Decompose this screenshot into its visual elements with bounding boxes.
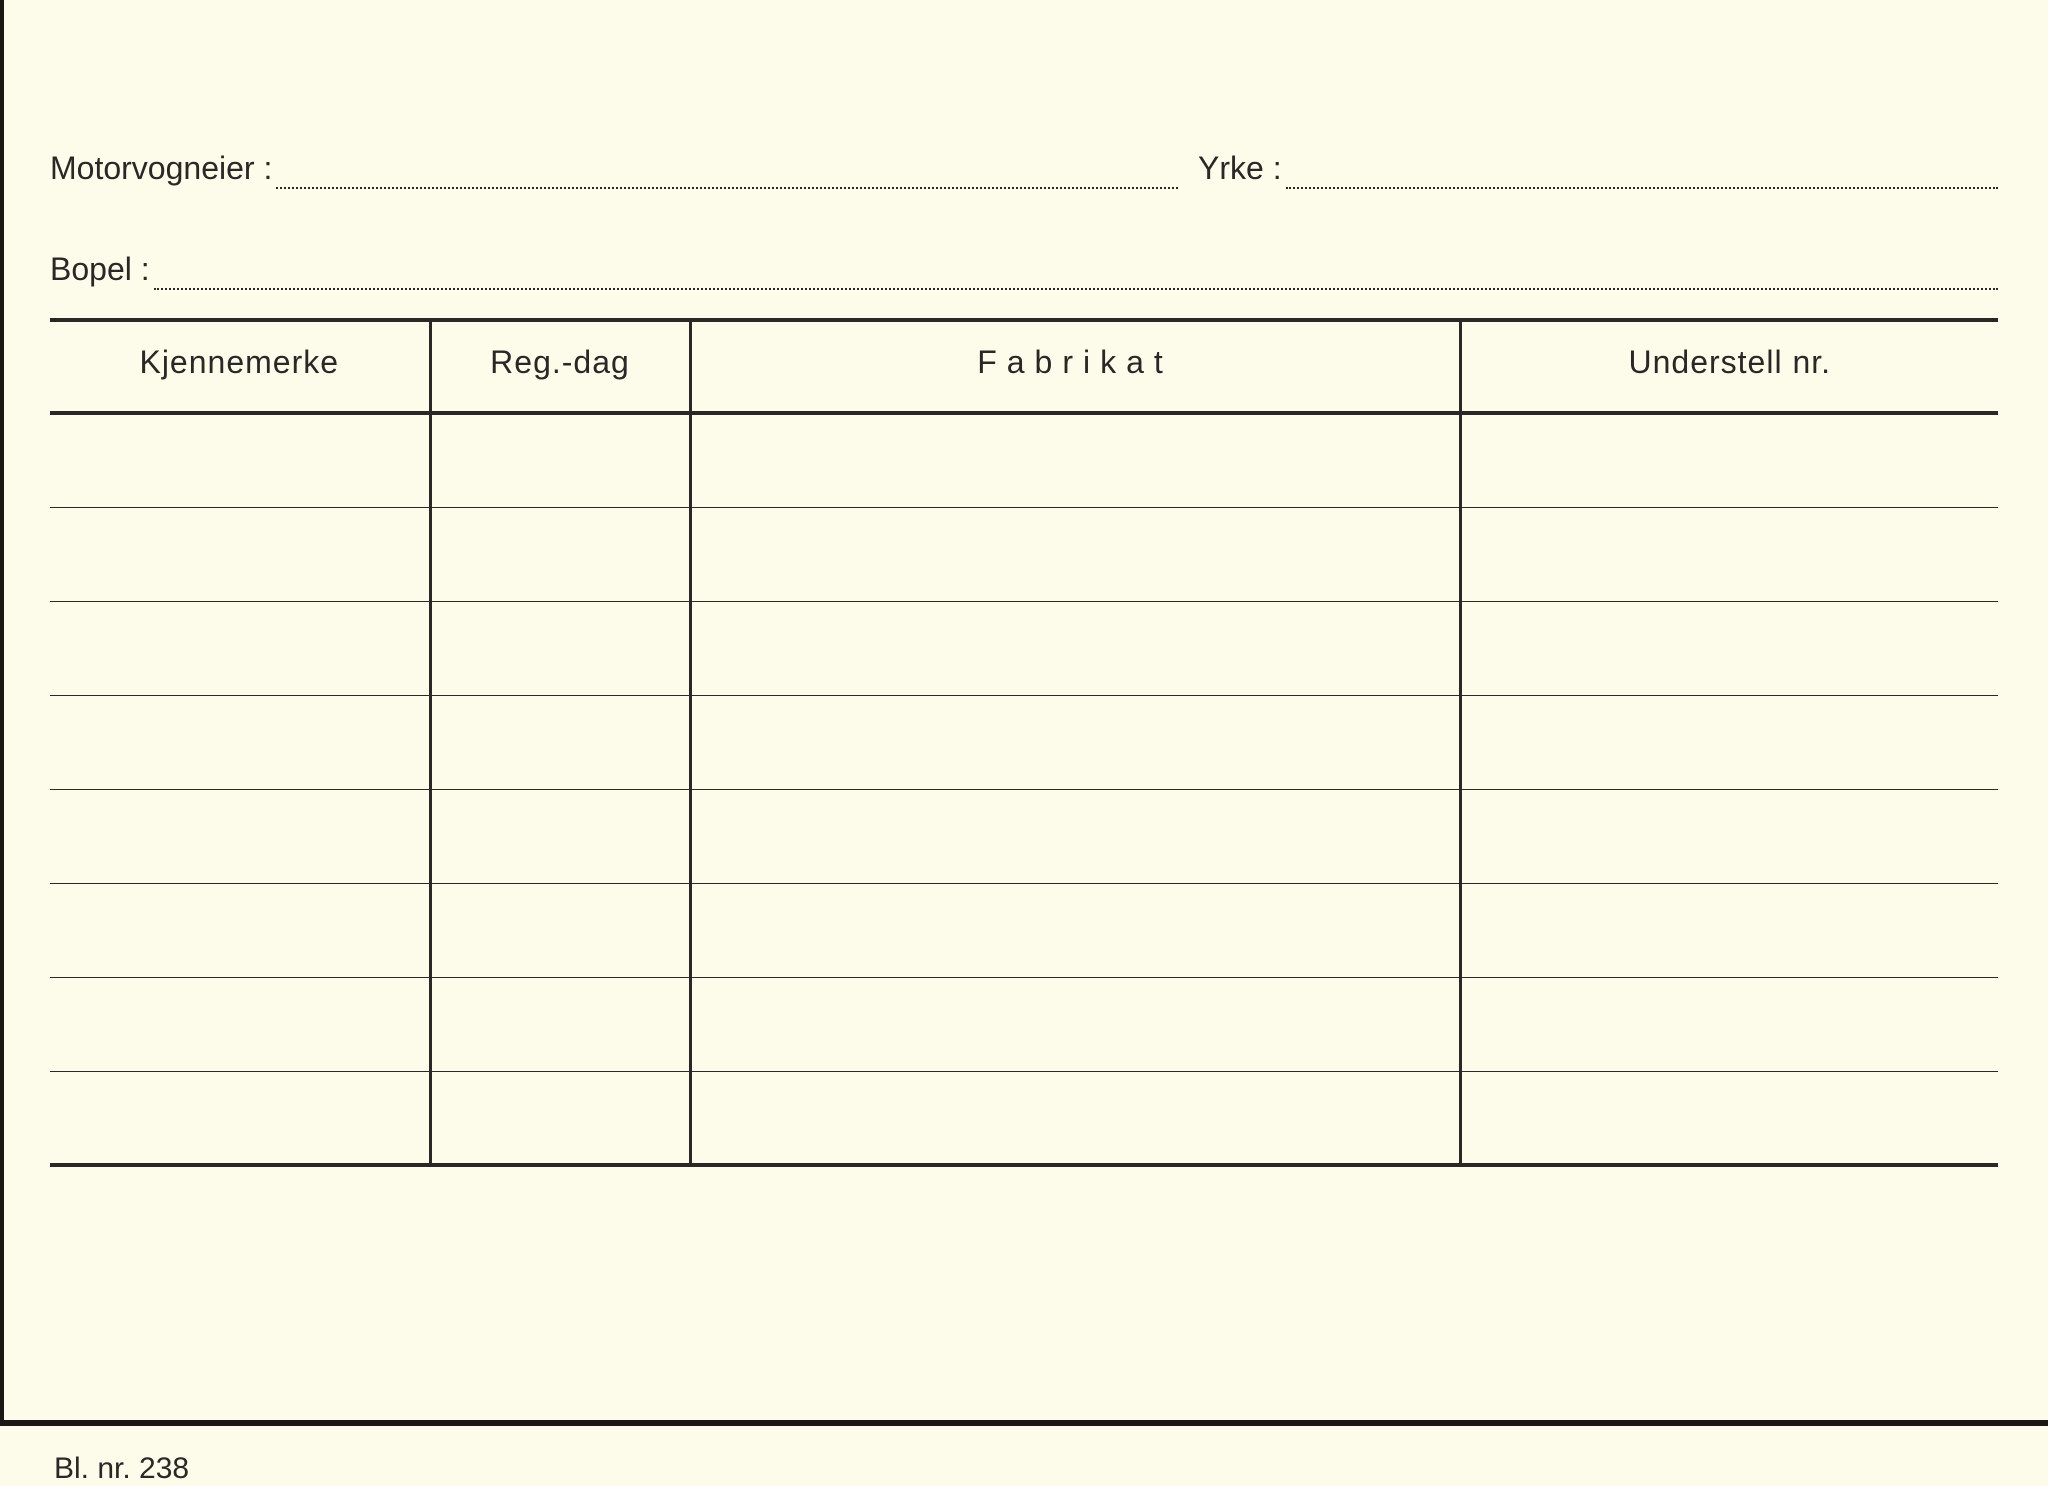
cell (430, 1071, 690, 1165)
cell (50, 413, 430, 507)
table-row (50, 977, 1998, 1071)
occupation-label: Yrke : (1198, 150, 1282, 189)
cell (430, 695, 690, 789)
residence-underline (154, 288, 1998, 290)
cell (1460, 1071, 1998, 1165)
table-row (50, 883, 1998, 977)
table-row (50, 1071, 1998, 1165)
col-header-kjennemerke: Kjennemerke (50, 320, 430, 413)
cell (690, 789, 1460, 883)
owner-field-group: Motorvogneier : (50, 150, 1178, 189)
cell (50, 695, 430, 789)
cell (690, 1071, 1460, 1165)
form-container: Motorvogneier : Yrke : Bopel : Kjennemer… (50, 150, 1998, 1486)
table-row (50, 413, 1998, 507)
cell (430, 601, 690, 695)
cell (430, 883, 690, 977)
cell (690, 507, 1460, 601)
residence-field-group: Bopel : (50, 251, 1998, 290)
residence-label: Bopel : (50, 251, 150, 290)
field-row-top: Motorvogneier : Yrke : (50, 150, 1998, 189)
occupation-field-group: Yrke : (1198, 150, 1998, 189)
table-row (50, 695, 1998, 789)
cell (1460, 789, 1998, 883)
owner-underline (276, 187, 1178, 189)
col-header-understell: Understell nr. (1460, 320, 1998, 413)
cell (50, 507, 430, 601)
cell (50, 977, 430, 1071)
cell (50, 883, 430, 977)
cell (50, 1071, 430, 1165)
owner-label: Motorvogneier : (50, 150, 272, 189)
col-header-fabrikat: Fabrikat (690, 320, 1460, 413)
table-row (50, 507, 1998, 601)
cell (430, 413, 690, 507)
table-body (50, 413, 1998, 1165)
cell (1460, 413, 1998, 507)
cell (1460, 883, 1998, 977)
cell (1460, 977, 1998, 1071)
cell (50, 789, 430, 883)
cell (50, 601, 430, 695)
col-header-regdag: Reg.-dag (430, 320, 690, 413)
cell (690, 883, 1460, 977)
cell (430, 977, 690, 1071)
cell (1460, 695, 1998, 789)
table-row (50, 789, 1998, 883)
registration-table: Kjennemerke Reg.-dag Fabrikat Understell… (50, 318, 1998, 1167)
cell (690, 413, 1460, 507)
cell (690, 601, 1460, 695)
cell (430, 507, 690, 601)
cell (1460, 507, 1998, 601)
cell (690, 977, 1460, 1071)
table-row (50, 601, 1998, 695)
cell (1460, 601, 1998, 695)
cell (690, 695, 1460, 789)
form-number: Bl. nr. 238 (54, 1452, 189, 1486)
table-header-row: Kjennemerke Reg.-dag Fabrikat Understell… (50, 320, 1998, 413)
cell (430, 789, 690, 883)
occupation-underline (1286, 187, 1998, 189)
